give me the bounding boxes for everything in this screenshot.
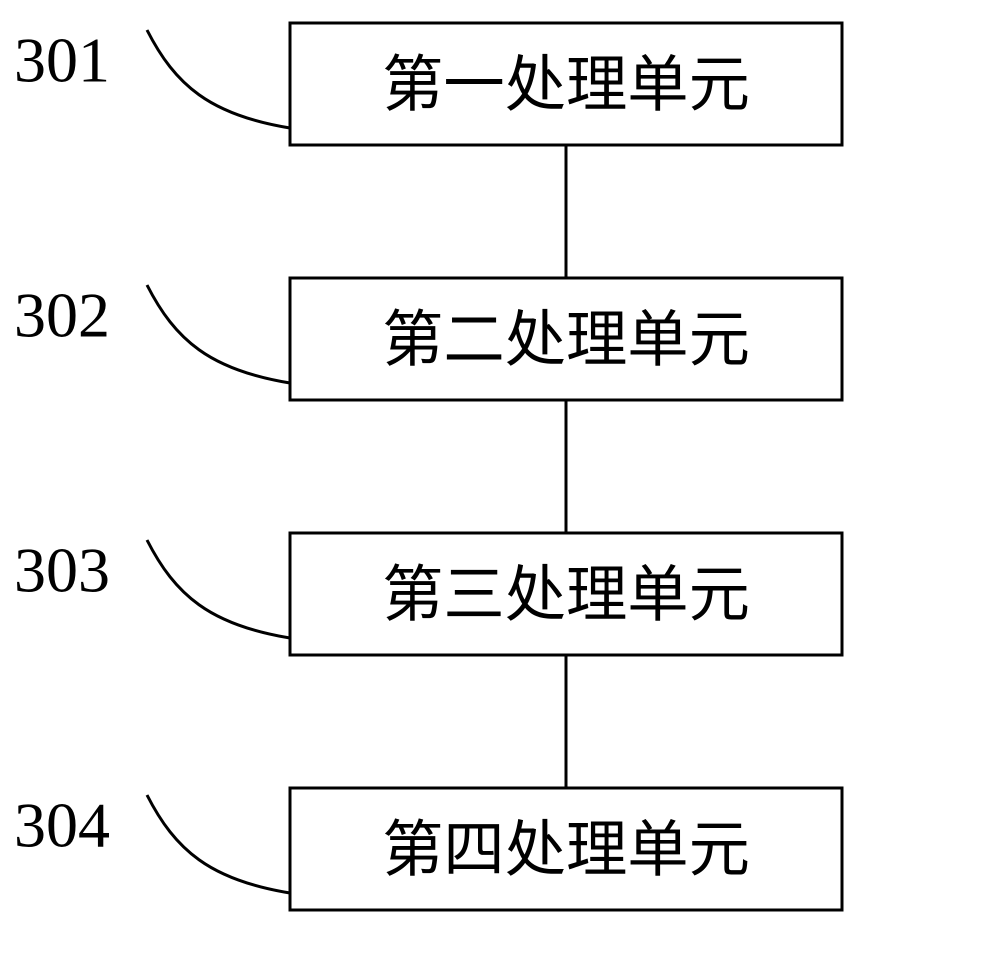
reference-number: 301 <box>14 25 110 96</box>
processing-unit-label: 第一处理单元 <box>382 50 750 119</box>
flowchart-canvas: 第一处理单元 301 第二处理单元 302 第三处理单元 303 第四处理单元 304 <box>0 0 1000 979</box>
reference-number: 304 <box>14 790 110 861</box>
processing-unit-label: 第三处理单元 <box>382 560 750 629</box>
processing-unit-label: 第四处理单元 <box>382 815 750 884</box>
reference-number: 303 <box>14 535 110 606</box>
processing-unit-label: 第二处理单元 <box>382 305 750 374</box>
reference-number: 302 <box>14 280 110 351</box>
